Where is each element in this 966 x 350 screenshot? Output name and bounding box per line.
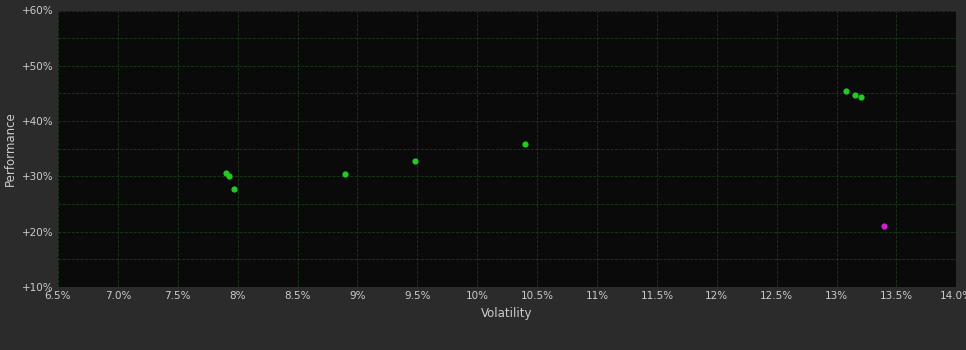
Point (338, 172, 354, 177)
Point (218, 170, 234, 175)
X-axis label: Volatility: Volatility (481, 307, 533, 320)
Y-axis label: Performance: Performance (4, 111, 16, 186)
Point (408, 159, 423, 164)
Point (221, 174, 237, 179)
Point (226, 186, 242, 192)
Point (847, 92, 863, 97)
Point (518, 141, 533, 147)
Point (853, 94, 868, 100)
Point (877, 223, 893, 229)
Point (838, 88, 854, 93)
